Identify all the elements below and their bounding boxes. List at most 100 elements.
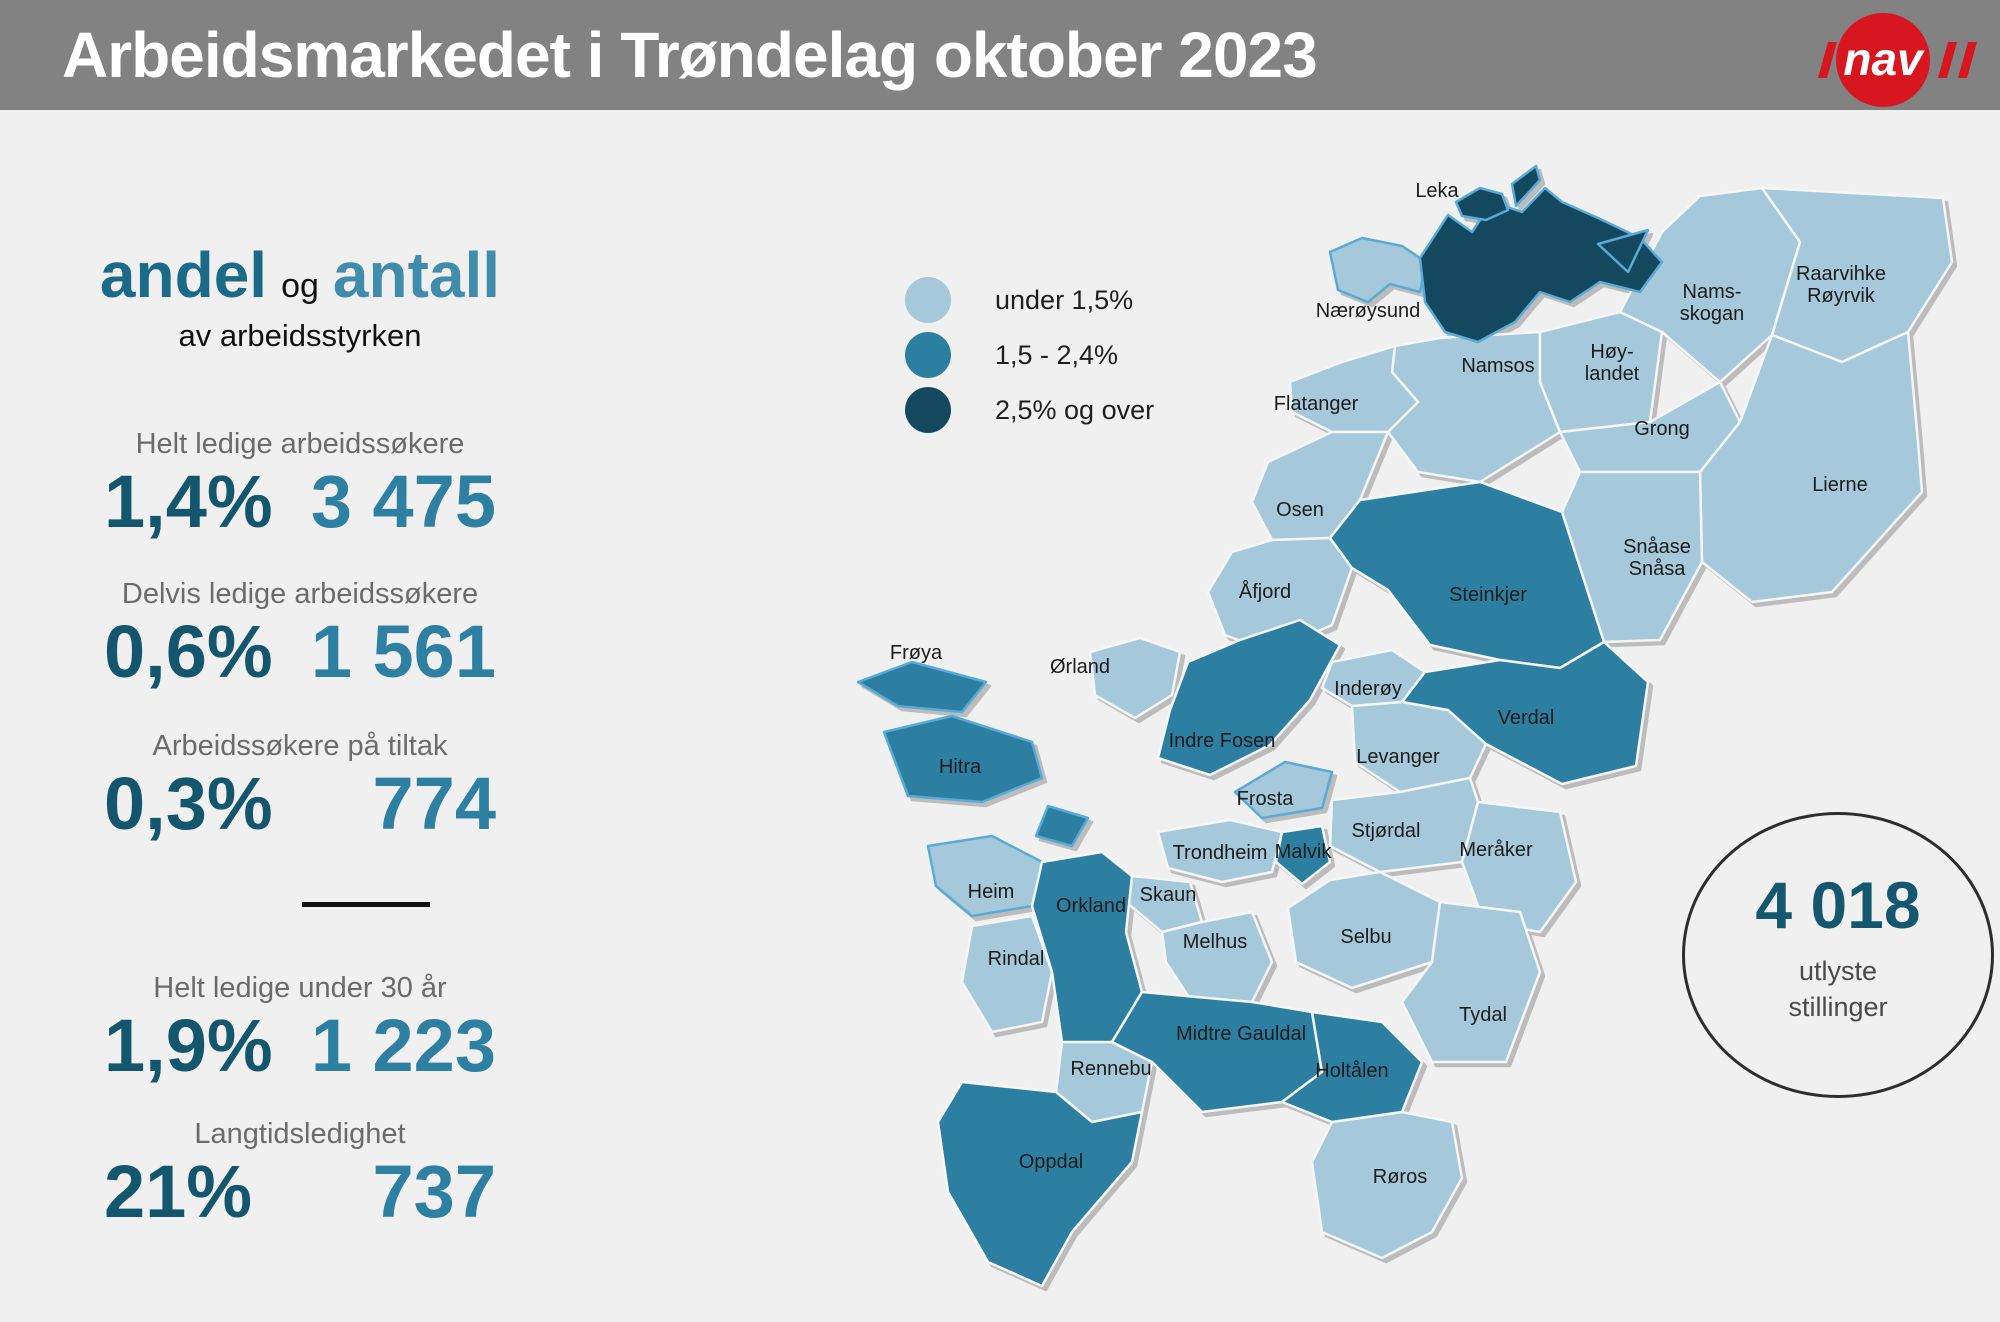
municipality-shape-meraker: [1460, 800, 1578, 934]
municipality-label-holtalen: Holtålen: [1315, 1060, 1388, 1082]
municipality-label-snaase-snasa: Snåase Snåsa: [1623, 536, 1691, 580]
heading-og: og: [281, 267, 319, 305]
municipality-label-rennebu: Rennebu: [1070, 1058, 1151, 1080]
stat-count: 1 223: [310, 1004, 496, 1088]
municipality-label-meraker: Meråker: [1459, 839, 1533, 861]
municipality-label-selbu: Selbu: [1340, 926, 1391, 948]
municipality-label-rindal: Rindal: [988, 948, 1045, 970]
municipality-shape-indre-fosen: [1156, 618, 1342, 777]
municipality-label-levanger: Levanger: [1356, 746, 1440, 768]
nav-logo-circle: [1836, 13, 1930, 107]
municipality-label-leka: Leka: [1415, 180, 1459, 202]
municipality-label-lierne: Lierne: [1812, 474, 1868, 496]
nav-logo-slash-right-2: [1958, 42, 1977, 78]
municipality-shape-rindal: [960, 914, 1054, 1034]
stat-count: 1 561: [310, 610, 496, 694]
municipality-shape-tydal: [1400, 900, 1542, 1064]
municipality-shape-lierne: [1698, 330, 1924, 604]
nav-logo-slash-right-1: [1938, 42, 1957, 78]
stat-helt-ledige: Helt ledige arbeidssøkere 1,4% 3 475: [60, 428, 540, 539]
nav-logo-icon: nav: [1818, 13, 1977, 107]
vacancies-circle: 4 018 utlyste stillinger: [1682, 812, 1994, 1098]
municipality-label-trondheim: Trondheim: [1173, 842, 1268, 864]
header-bar: Arbeidsmarkedet i Trøndelag oktober 2023…: [0, 0, 2000, 110]
municipality-label-inderoy: Inderøy: [1334, 678, 1402, 700]
stat-label: Delvis ledige arbeidssøkere: [121, 578, 479, 610]
nav-logo-text: nav: [1843, 33, 1925, 85]
stat-label: Langtidsledighet: [194, 1118, 406, 1150]
municipality-label-skaun: Skaun: [1140, 884, 1197, 906]
municipality-label-naeroysund: Nærøysund: [1316, 300, 1420, 322]
municipality-label-grong: Grong: [1634, 418, 1690, 440]
municipality-label-melhus: Melhus: [1183, 931, 1247, 953]
municipality-shape-holtalen: [1280, 1010, 1424, 1124]
stat-label: Arbeidssøkere på tiltak: [152, 730, 448, 762]
heading-andel: andel: [99, 239, 268, 311]
legend-dot-medium: [905, 332, 951, 378]
municipality-label-namsos: Namsos: [1461, 355, 1534, 377]
municipality-label-orland: Ørland: [1050, 656, 1110, 678]
municipality-label-oppdal: Oppdal: [1019, 1151, 1084, 1173]
municipality-label-osen: Osen: [1276, 499, 1324, 521]
municipality-shape-trondheim: [1156, 818, 1284, 884]
legend-dot-light: [905, 277, 951, 323]
municipality-shape-frosta: [1233, 760, 1334, 820]
stats-panel: andel og antall av arbeidsstyrken Helt l…: [60, 0, 540, 1322]
municipality-shape-naeroysund-ost: [1596, 228, 1650, 274]
legend-row-under: under 1,5%: [905, 277, 1154, 323]
municipality-shape-orkland-kyst: [1034, 804, 1090, 848]
municipality-label-afjord: Åfjord: [1239, 580, 1291, 603]
legend-label: 1,5 - 2,4%: [995, 339, 1119, 370]
legend-label: under 1,5%: [995, 284, 1134, 315]
vacancies-label-line2: stillinger: [1788, 992, 1888, 1023]
municipality-shape-orkland: [1030, 850, 1144, 1044]
stat-count: 774: [372, 762, 496, 846]
stats-heading: andel og antall av arbeidsstyrken: [60, 238, 540, 354]
municipality-label-raarvihke-royrvik: Raarvihke Røyrvik: [1796, 263, 1886, 307]
stat-count: 3 475: [310, 460, 496, 544]
municipality-shape-melhus: [1160, 910, 1274, 1004]
municipality-shape-leka-holme: [1510, 164, 1542, 208]
stat-percent: 0,3%: [104, 762, 273, 846]
municipality-label-indre-fosen: Indre Fosen: [1169, 730, 1276, 752]
legend-label: 2,5% og over: [995, 394, 1155, 425]
vacancies-value: 4 018: [1755, 868, 1921, 942]
heading-subtitle: av arbeidsstyrken: [178, 318, 422, 353]
municipality-label-stjordal: Stjørdal: [1352, 820, 1421, 842]
municipality-shape-oppdal: [936, 1080, 1144, 1288]
municipality-label-orkland: Orkland: [1056, 895, 1126, 917]
municipality-shape-afjord: [1206, 536, 1354, 654]
stat-langtidsledighet: Langtidsledighet 21% 737: [60, 1118, 540, 1229]
legend-row-mid: 1,5 - 2,4%: [905, 332, 1154, 378]
municipality-label-hitra: Hitra: [939, 756, 982, 778]
municipality-shape-hitra: [882, 714, 1044, 804]
stat-count: 737: [372, 1150, 496, 1234]
stat-percent: 21%: [104, 1150, 253, 1234]
vacancies-label-line1: utlyste: [1798, 956, 1878, 986]
municipality-shape-verdal: [1400, 640, 1650, 786]
stat-percent: 0,6%: [104, 610, 273, 694]
stat-label: Helt ledige under 30 år: [153, 972, 447, 1004]
municipality-label-steinkjer: Steinkjer: [1449, 584, 1527, 606]
stat-percent: 1,9%: [104, 1004, 273, 1088]
municipality-shape-orland: [1088, 636, 1182, 720]
municipality-label-frosta: Frosta: [1237, 788, 1295, 810]
municipality-label-namsskogan: Nams-skogan: [1680, 281, 1745, 325]
municipality-label-roros: Røros: [1373, 1166, 1427, 1188]
stat-label: Helt ledige arbeidssøkere: [135, 428, 465, 460]
municipality-shape-heim: [926, 834, 1044, 918]
municipality-label-heim: Heim: [968, 881, 1015, 903]
legend-dot-dark: [905, 387, 951, 433]
page-title: Arbeidsmarkedet i Trøndelag oktober 2023: [62, 19, 1318, 91]
municipality-label-midtre-gauldal: Midtre Gauldal: [1176, 1023, 1306, 1045]
municipality-label-flatanger: Flatanger: [1274, 393, 1359, 415]
nav-logo-slash-left: [1818, 42, 1837, 78]
heading-antall: antall: [332, 239, 501, 311]
municipality-label-verdal: Verdal: [1498, 707, 1555, 729]
stat-percent: 1,4%: [104, 460, 273, 544]
municipality-shape-roros: [1310, 1110, 1464, 1260]
map-legend: under 1,5% 1,5 - 2,4% 2,5% og over: [905, 277, 1154, 442]
section-divider: [302, 902, 430, 907]
stat-delvis-ledige: Delvis ledige arbeidssøkere 0,6% 1 561: [60, 578, 540, 689]
